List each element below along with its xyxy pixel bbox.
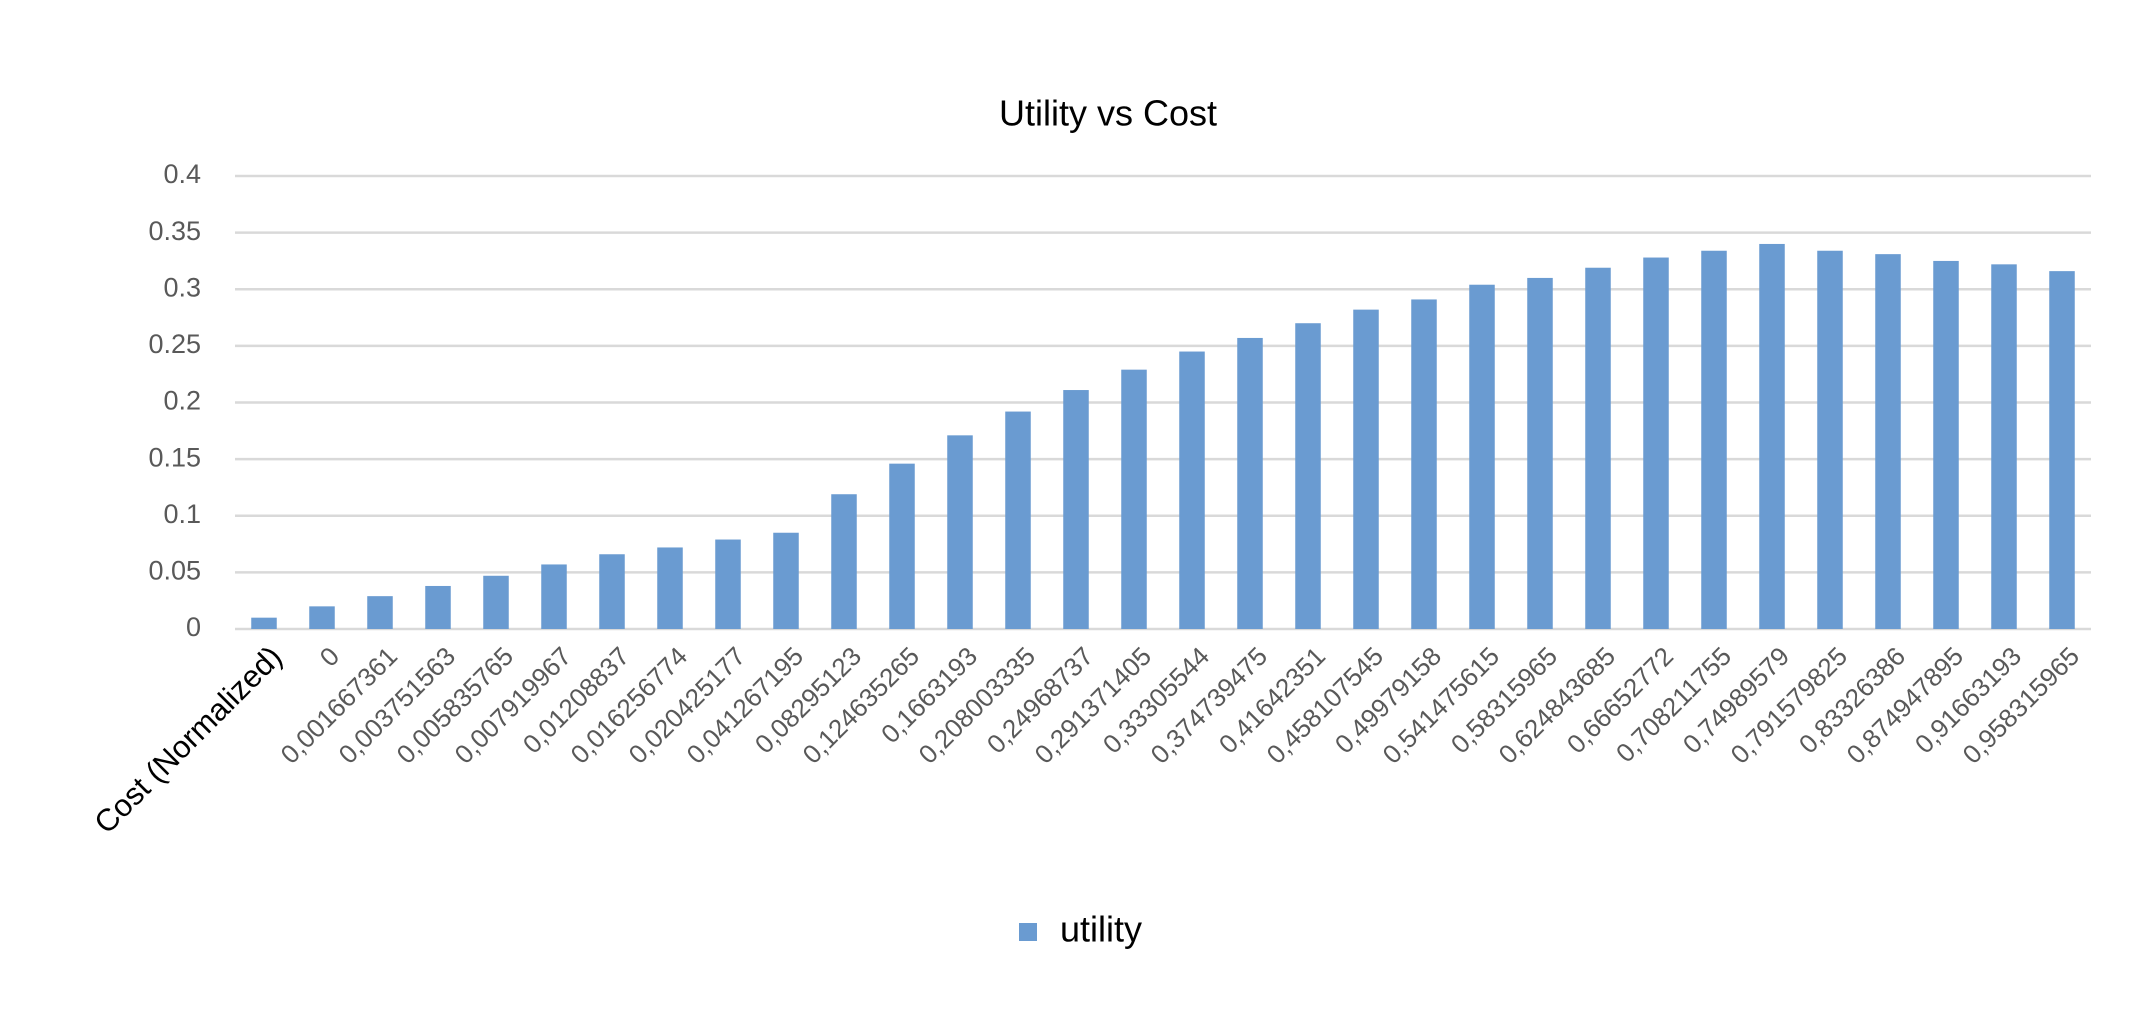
bar <box>1237 337 1263 629</box>
bar <box>1643 257 1669 629</box>
bar <box>1179 351 1205 629</box>
bar <box>1411 299 1437 629</box>
y-tick-label: 0.35 <box>148 216 201 246</box>
bar <box>773 532 799 629</box>
bar <box>599 554 625 629</box>
bar <box>425 585 451 629</box>
y-tick-label: 0.25 <box>148 329 201 359</box>
bar <box>1527 277 1553 629</box>
bar <box>1353 309 1379 629</box>
bar <box>1701 250 1727 629</box>
legend-label: utility <box>1060 909 1142 950</box>
bar <box>251 617 277 629</box>
bar <box>889 463 915 629</box>
bar <box>657 547 683 629</box>
y-tick-label: 0.05 <box>148 556 201 586</box>
legend-marker <box>1019 923 1037 941</box>
bar <box>831 494 857 629</box>
bar <box>367 596 393 629</box>
bar <box>1063 390 1089 629</box>
bar <box>1121 369 1147 629</box>
bar <box>1585 267 1611 629</box>
y-tick-label: 0.15 <box>148 442 201 472</box>
y-tick-label: 0 <box>186 612 201 642</box>
bar <box>2049 271 2075 629</box>
bar <box>483 575 509 629</box>
bar <box>947 435 973 629</box>
bar <box>1875 254 1901 629</box>
bar <box>1817 250 1843 629</box>
bar <box>1295 323 1321 629</box>
y-tick-label: 0.1 <box>163 499 201 529</box>
bar <box>1469 284 1495 629</box>
y-tick-label: 0.2 <box>163 386 201 416</box>
chart-title: Utility vs Cost <box>999 93 1217 134</box>
y-tick-label: 0.4 <box>163 159 201 189</box>
bar <box>1933 260 1959 629</box>
bar <box>1991 264 2017 629</box>
bar <box>1759 243 1785 629</box>
x-tick-label: Cost (Normalized) <box>87 639 288 840</box>
bar <box>541 564 567 629</box>
bar <box>715 539 741 629</box>
bar <box>309 606 335 629</box>
y-tick-label: 0.3 <box>163 272 201 302</box>
x-tick-label: 0 <box>314 641 345 672</box>
bar <box>1005 411 1031 629</box>
